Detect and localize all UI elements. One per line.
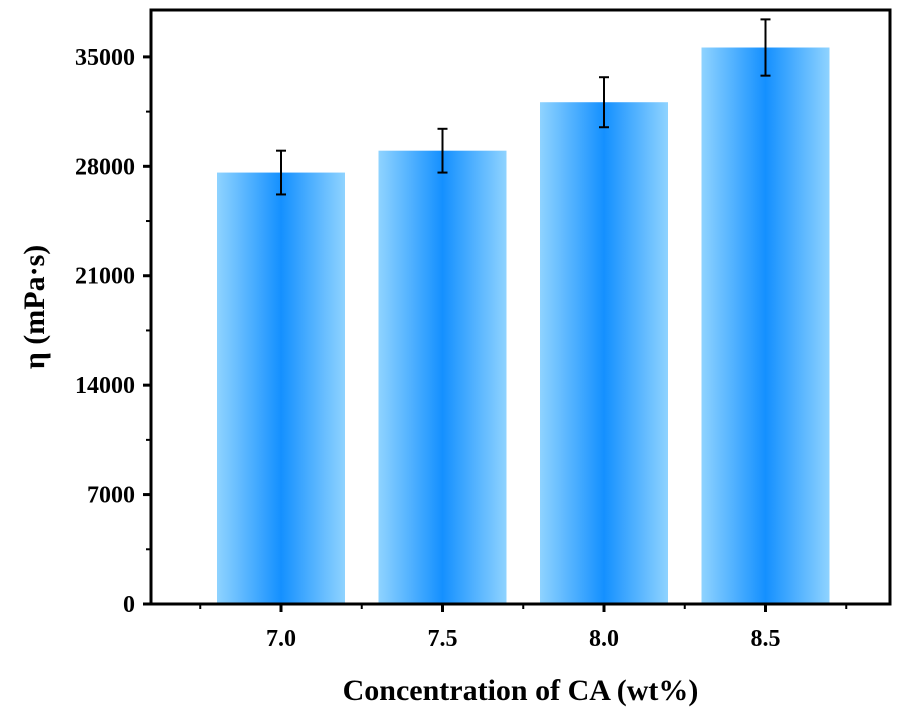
error-bar-8.5 [760,18,771,77]
x-axis-title: Concentration of CA (wt%) [343,674,699,707]
plot-frame [149,8,892,606]
bar-7.0 [217,172,345,604]
bar-8.5 [701,47,830,604]
y-tick-label: 7000 [87,483,135,509]
y-tick-label: 14000 [75,373,135,399]
bars [217,47,830,604]
x-tick-label: 8.5 [751,626,781,652]
y-tick-label: 21000 [75,264,135,290]
bar-7.5 [378,150,507,604]
error-bars [276,18,771,196]
x-tick-label: 7.0 [266,626,296,652]
y-tick-label: 28000 [75,154,135,180]
y-tick-label: 35000 [75,45,135,71]
error-bar-7.0 [276,149,286,196]
x-tick-label: 7.5 [428,626,458,652]
y-axis-title: η (mPa·s) [18,245,51,370]
error-bar-7.5 [437,127,448,174]
y-axis: 0 7000 14000 21000 28000 35000 [75,45,151,618]
error-bar-8.0 [599,76,609,129]
x-tick-label: 8.0 [589,626,619,652]
bar-8.0 [540,102,668,604]
x-axis: 7.0 7.5 8.0 8.5 [199,604,848,652]
y-tick-label: 0 [123,592,135,618]
